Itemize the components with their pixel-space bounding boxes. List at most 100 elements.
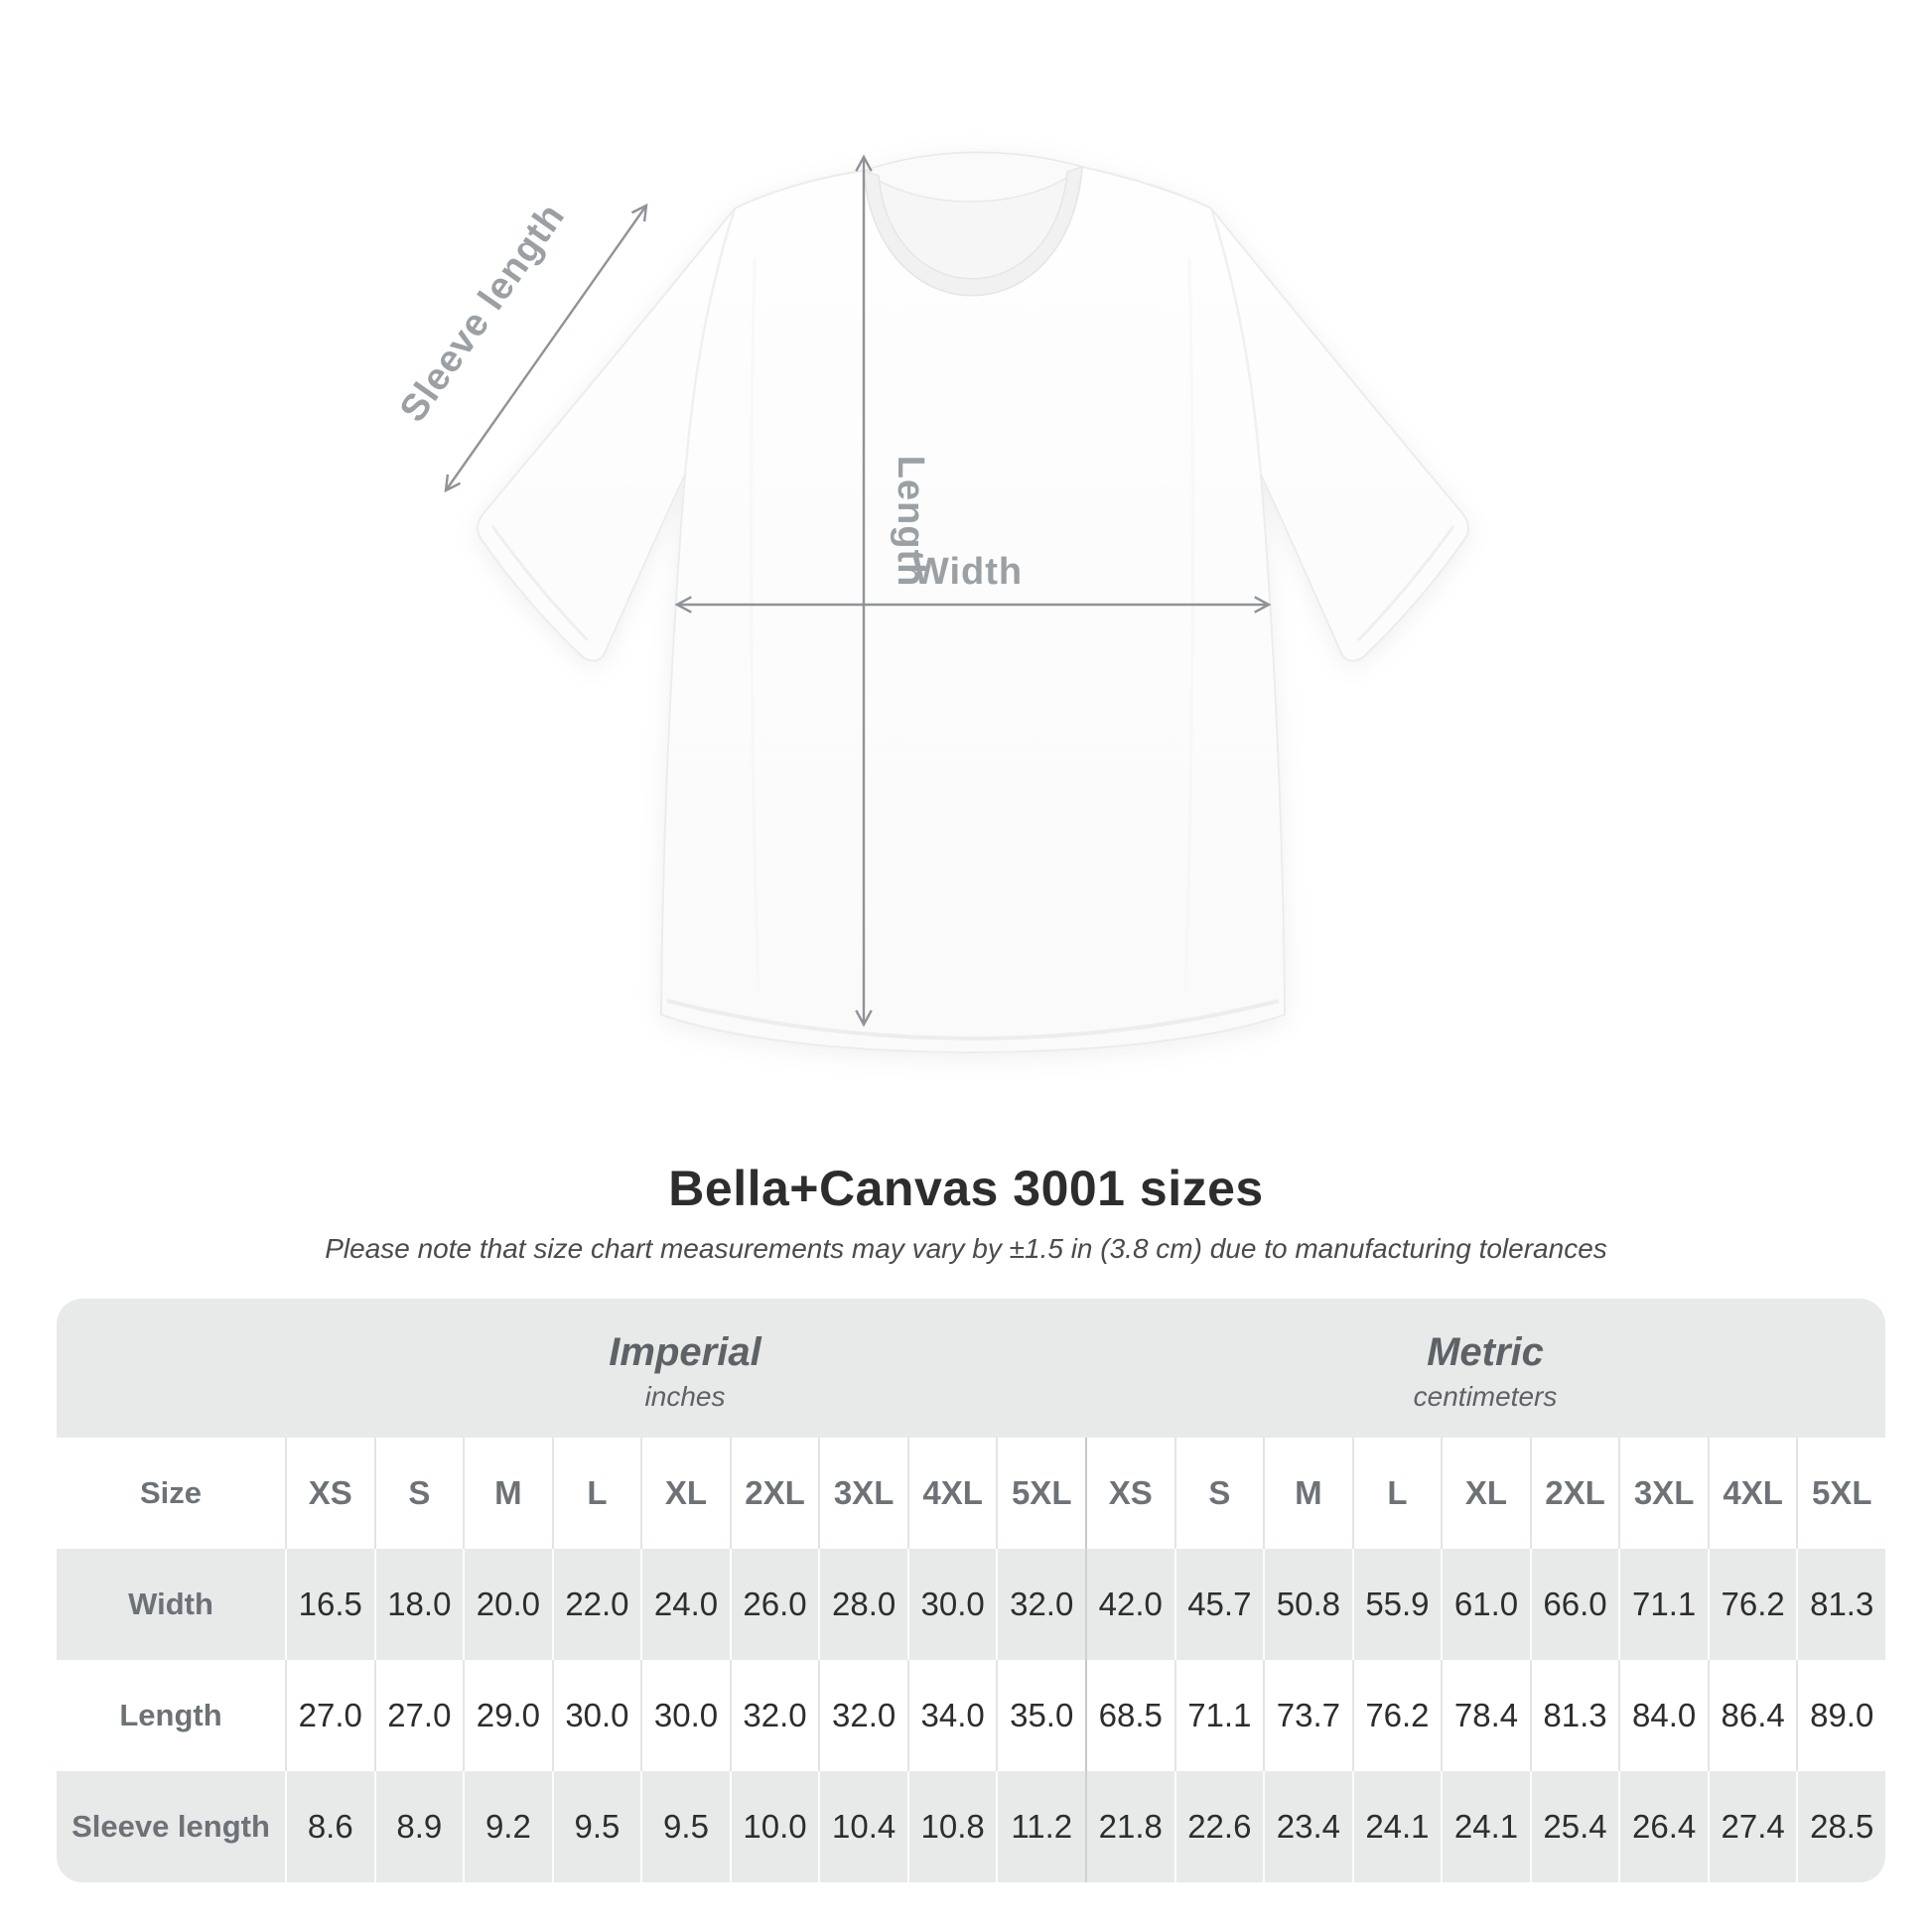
size-column-header: XS xyxy=(1085,1438,1174,1549)
size-value-cell: 73.7 xyxy=(1263,1660,1352,1771)
size-value-cell: 28.5 xyxy=(1796,1771,1885,1882)
size-column-header: S xyxy=(373,1438,464,1549)
size-value-cell: 86.4 xyxy=(1707,1660,1797,1771)
imperial-group-title: Imperial xyxy=(609,1329,761,1374)
size-value-cell: 30.0 xyxy=(906,1549,997,1660)
size-value-cell: 18.0 xyxy=(373,1549,464,1660)
unit-group-band: Imperial inches Metric centimeters xyxy=(57,1299,1885,1438)
size-value-cell: 27.0 xyxy=(285,1660,374,1771)
size-value-cell: 32.0 xyxy=(996,1549,1085,1660)
size-value-cell: 22.6 xyxy=(1173,1771,1264,1882)
size-value-cell: 26.0 xyxy=(729,1549,819,1660)
size-column-header: XS xyxy=(285,1438,374,1549)
size-value-cell: 30.0 xyxy=(551,1660,641,1771)
right-cuff-seam xyxy=(1356,525,1455,642)
sleeve-length-row: Sleeve length 8.6 8.9 9.2 9.5 9.5 10.0 1… xyxy=(57,1771,1885,1882)
size-value-cell: 81.3 xyxy=(1796,1549,1885,1660)
fabric-crease-left xyxy=(750,257,760,994)
size-value-cell: 66.0 xyxy=(1529,1549,1619,1660)
size-table: Imperial inches Metric centimeters Size … xyxy=(57,1299,1885,1882)
size-column-header: M xyxy=(463,1438,552,1549)
size-value-cell: 55.9 xyxy=(1351,1549,1442,1660)
left-cuff-seam xyxy=(490,525,590,642)
size-column-header: 2XL xyxy=(1529,1438,1619,1549)
unit-group-imperial: Imperial inches xyxy=(285,1299,1085,1438)
size-value-cell: 81.3 xyxy=(1529,1660,1619,1771)
size-column-header: 5XL xyxy=(996,1438,1085,1549)
size-column-header: L xyxy=(551,1438,641,1549)
size-value-cell: 27.0 xyxy=(373,1660,464,1771)
size-value-cell: 35.0 xyxy=(996,1660,1085,1771)
size-value-cell: 26.4 xyxy=(1618,1771,1708,1882)
size-value-cell: 9.5 xyxy=(640,1771,730,1882)
sleeve-length-arrow xyxy=(444,203,648,493)
size-header-row: Size XS S M L XL 2XL 3XL 4XL 5XL XS S M … xyxy=(57,1438,1885,1549)
size-value-cell: 45.7 xyxy=(1173,1549,1264,1660)
size-value-cell: 9.5 xyxy=(551,1771,641,1882)
page-title: Bella+Canvas 3001 sizes xyxy=(668,1161,1264,1216)
sleeve-length-label: Sleeve length xyxy=(392,196,573,429)
tshirt-body xyxy=(476,165,1470,1054)
size-value-cell: 11.2 xyxy=(996,1771,1085,1882)
tshirt-size-diagram: Sleeve length Length Width xyxy=(392,150,1470,1054)
size-value-cell: 84.0 xyxy=(1618,1660,1708,1771)
size-column-header: XL xyxy=(640,1438,730,1549)
right-armhole-seam xyxy=(1209,207,1263,476)
size-value-cell: 76.2 xyxy=(1351,1660,1442,1771)
size-value-cell: 71.1 xyxy=(1618,1549,1708,1660)
size-column-header: 5XL xyxy=(1796,1438,1885,1549)
size-value-cell: 10.4 xyxy=(818,1771,907,1882)
size-value-cell: 24.1 xyxy=(1351,1771,1442,1882)
size-value-cell: 21.8 xyxy=(1085,1771,1174,1882)
size-value-cell: 50.8 xyxy=(1263,1549,1352,1660)
width-row: Width 16.5 18.0 20.0 22.0 24.0 26.0 28.0… xyxy=(57,1549,1885,1660)
size-value-cell: 61.0 xyxy=(1441,1549,1530,1660)
size-value-cell: 16.5 xyxy=(285,1549,374,1660)
width-label: Width xyxy=(913,551,1023,593)
size-column-header: 3XL xyxy=(818,1438,907,1549)
size-value-cell: 78.4 xyxy=(1441,1660,1530,1771)
row-label-length: Length xyxy=(119,1698,222,1732)
size-value-cell: 22.0 xyxy=(551,1549,641,1660)
metric-group-title: Metric xyxy=(1427,1329,1544,1374)
size-value-cell: 10.8 xyxy=(906,1771,997,1882)
size-value-cell: 32.0 xyxy=(729,1660,819,1771)
size-value-cell: 23.4 xyxy=(1263,1771,1352,1882)
size-value-cell: 10.0 xyxy=(729,1771,819,1882)
size-value-cell: 29.0 xyxy=(463,1660,552,1771)
left-armhole-seam xyxy=(683,207,737,476)
size-value-cell: 8.9 xyxy=(373,1771,464,1882)
size-column-header: L xyxy=(1351,1438,1442,1549)
size-value-cell: 20.0 xyxy=(463,1549,552,1660)
size-column-header: 3XL xyxy=(1618,1438,1708,1549)
size-value-cell: 24.0 xyxy=(640,1549,730,1660)
size-column-header: M xyxy=(1263,1438,1352,1549)
size-value-cell: 76.2 xyxy=(1707,1549,1797,1660)
size-value-cell: 27.4 xyxy=(1707,1771,1797,1882)
hem-seam xyxy=(666,999,1280,1041)
imperial-group-unit: inches xyxy=(644,1380,726,1412)
size-value-cell: 32.0 xyxy=(818,1660,907,1771)
tshirt-illustration xyxy=(476,150,1470,1054)
size-value-cell: 30.0 xyxy=(640,1660,730,1771)
metric-group-unit: centimeters xyxy=(1413,1380,1558,1412)
size-value-cell: 9.2 xyxy=(463,1771,552,1882)
unit-group-metric: Metric centimeters xyxy=(1085,1299,1885,1438)
size-value-cell: 68.5 xyxy=(1085,1660,1174,1771)
size-column-header: 2XL xyxy=(729,1438,819,1549)
size-column-header: 4XL xyxy=(1707,1438,1797,1549)
size-value-cell: 25.4 xyxy=(1529,1771,1619,1882)
size-value-cell: 34.0 xyxy=(906,1660,997,1771)
corner-label: Size xyxy=(139,1475,203,1510)
size-column-header: S xyxy=(1173,1438,1264,1549)
fabric-crease-right xyxy=(1183,257,1194,994)
length-row: Length 27.0 27.0 29.0 30.0 30.0 32.0 32.… xyxy=(57,1660,1885,1771)
size-value-cell: 71.1 xyxy=(1173,1660,1264,1771)
row-label-sleeve-length: Sleeve length xyxy=(71,1809,270,1844)
size-value-cell: 24.1 xyxy=(1441,1771,1530,1882)
size-value-cell: 28.0 xyxy=(818,1549,907,1660)
size-column-header: 4XL xyxy=(906,1438,997,1549)
tshirt-collar-ribbing xyxy=(863,165,1083,297)
size-value-cell: 8.6 xyxy=(285,1771,374,1882)
tolerance-note: Please note that size chart measurements… xyxy=(325,1233,1607,1264)
